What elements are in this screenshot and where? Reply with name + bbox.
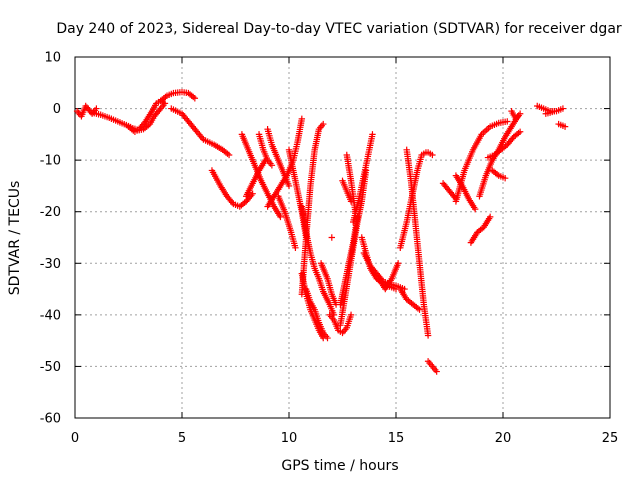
data-point — [501, 174, 509, 182]
series-arc-19 — [326, 311, 355, 337]
data-point — [298, 115, 306, 123]
x-tick-label: 20 — [495, 431, 512, 446]
data-point — [161, 100, 169, 107]
data-point — [191, 95, 199, 102]
data-point — [486, 213, 494, 221]
series-arc-18 — [317, 260, 340, 308]
data-point — [551, 107, 558, 115]
series-arc-21 — [337, 213, 361, 308]
series-arc-31 — [424, 358, 440, 375]
data-point — [320, 120, 327, 128]
y-tick-label: 10 — [44, 51, 61, 66]
series-arc-42 — [542, 107, 558, 117]
data-point — [471, 205, 479, 213]
series-arc-24 — [350, 131, 376, 226]
data-point — [416, 306, 423, 313]
series-arc-44 — [328, 234, 335, 241]
y-tick-label: 0 — [53, 102, 61, 117]
data-point — [516, 128, 524, 135]
y-axis-label: SDTVAR / TECUs — [7, 181, 23, 296]
series-arc-14 — [298, 203, 338, 319]
data-point — [292, 244, 299, 252]
data-point — [433, 368, 440, 375]
series-arc-34 — [452, 172, 479, 213]
series-arc-12 — [275, 193, 299, 252]
y-tick-labels: 10 0 -10 -20 -30 -40 -50 -60 — [40, 51, 61, 427]
data-point — [347, 311, 355, 319]
data-point — [324, 334, 331, 342]
series-arc-09 — [255, 131, 276, 169]
data-point — [394, 260, 402, 267]
series-arc-35 — [452, 118, 511, 205]
y-tick-label: -50 — [40, 360, 61, 375]
plot-frame — [74, 56, 611, 419]
series-arc-05 — [168, 105, 233, 159]
x-tick-label: 10 — [281, 431, 298, 446]
series-arc-38 — [484, 128, 524, 161]
series-arc-29 — [403, 146, 432, 339]
series-arc-39 — [489, 167, 509, 182]
series-arc-16 — [302, 285, 331, 342]
y-tick-label: -10 — [40, 154, 61, 169]
data-point — [429, 151, 436, 159]
series-arc-27 — [375, 260, 402, 293]
x-tick-label: 5 — [178, 431, 186, 446]
data-point — [561, 123, 569, 130]
x-tick-label: 0 — [71, 431, 79, 446]
series-arc-40 — [508, 107, 524, 123]
data-point — [559, 105, 567, 112]
data-point — [504, 118, 511, 125]
data-point — [369, 131, 376, 138]
series-arc-30 — [397, 285, 423, 313]
data-point — [225, 151, 233, 159]
y-tick-label: -40 — [40, 308, 61, 323]
series-arc-08 — [243, 156, 269, 200]
series-arc-33 — [439, 180, 460, 203]
x-axis-label: GPS time / hours — [281, 458, 398, 474]
data-point — [285, 182, 293, 190]
series-arc-43 — [555, 120, 569, 130]
data-point — [249, 190, 256, 197]
data-point — [328, 234, 335, 241]
data-marks — [73, 88, 569, 375]
y-tick-label: -30 — [40, 257, 61, 272]
series-arc-36 — [467, 213, 494, 246]
y-tick-label: -20 — [40, 205, 61, 220]
data-point — [277, 213, 284, 221]
x-tick-label: 25 — [602, 431, 619, 446]
x-tick-labels: 0 5 10 15 20 25 — [71, 431, 618, 446]
axis-ticks — [74, 56, 611, 419]
grid — [75, 57, 610, 418]
chart-title: Day 240 of 2023, Sidereal Day-to-day VTE… — [56, 21, 622, 37]
series-arc-11 — [264, 115, 306, 210]
series-arc-01 — [73, 102, 100, 120]
x-tick-label: 15 — [388, 431, 405, 446]
y-tick-label: -60 — [40, 412, 61, 427]
series-arc-04 — [157, 88, 199, 105]
series-arc-32 — [424, 149, 436, 159]
data-point — [516, 110, 524, 117]
data-point — [424, 332, 432, 339]
data-point — [268, 162, 276, 169]
series-arc-25 — [358, 234, 400, 293]
series-arc-17 — [298, 120, 327, 298]
series-arc-22 — [339, 177, 355, 205]
